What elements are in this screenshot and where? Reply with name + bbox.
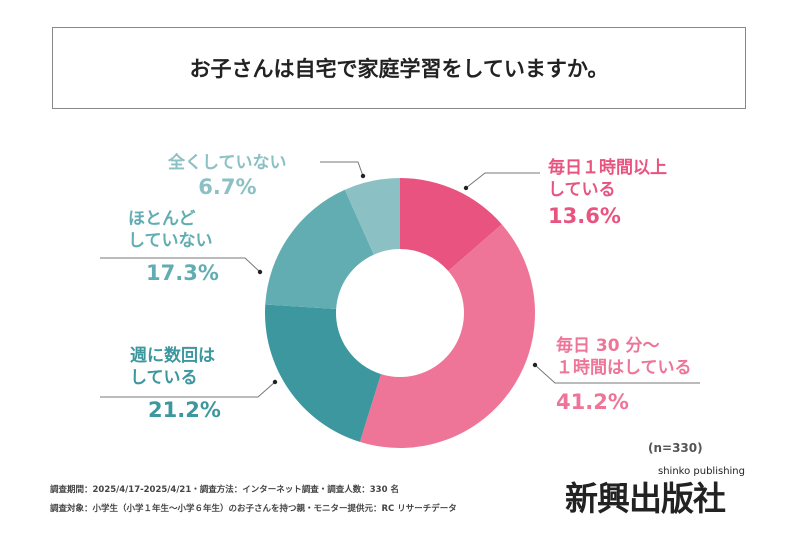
leader-line: [100, 257, 261, 273]
label-line: している: [548, 180, 616, 200]
donut-slice: [400, 178, 502, 271]
label-line: していない: [128, 231, 213, 251]
label-line: 毎日 30 分～: [556, 336, 660, 356]
footer-target: 調査対象：小学生（小学１年生～小学６年生）のお子さんを持つ親・モニター提供元：R…: [50, 504, 457, 514]
label-line: 毎日１時間以上: [548, 158, 667, 178]
logo-subtitle: shinko publishing: [658, 466, 745, 477]
label-percent: 13.6%: [548, 204, 621, 228]
label-percent: 17.3%: [146, 261, 219, 285]
leader-dot: [532, 362, 538, 368]
label-line: ほとんど: [128, 209, 196, 229]
donut-slice: [265, 189, 374, 309]
label-line: 週に数回は: [130, 346, 215, 366]
label-line: １時間はしている: [556, 358, 692, 378]
label-never: 全くしていない 6.7%: [168, 152, 287, 198]
logo: 新興出版社: [565, 479, 726, 518]
leader-line: [100, 381, 276, 398]
label-daily-1h: 毎日１時間以上 している 13.6%: [548, 157, 667, 227]
leader-dot: [272, 379, 278, 385]
leader-dot: [360, 173, 366, 179]
label-percent: 21.2%: [148, 398, 221, 422]
donut-slice: [344, 178, 400, 255]
label-line: 全くしていない: [168, 153, 287, 173]
sample-size: (n=330): [648, 441, 703, 455]
leader-line: [534, 364, 700, 384]
footer-period: 調査期間：2025/4/17-2025/4/21・調査方法：インターネット調査・…: [50, 485, 399, 495]
label-daily-30m: 毎日 30 分～ １時間はしている 41.2%: [556, 335, 692, 413]
label-rarely: ほとんど していない 17.3%: [128, 208, 219, 284]
chart-title: お子さんは自宅で家庭学習をしていますか。: [52, 27, 746, 109]
label-line: している: [130, 368, 198, 388]
label-weekly: 週に数回は している 21.2%: [130, 345, 221, 421]
label-percent: 6.7%: [198, 175, 257, 199]
label-percent: 41.2%: [556, 390, 629, 414]
leader-dot: [463, 185, 469, 191]
donut-slice: [264, 304, 381, 442]
leader-line: [465, 172, 540, 189]
donut-slice: [359, 224, 535, 448]
leader-line: [320, 161, 364, 177]
leader-dot: [257, 269, 263, 275]
